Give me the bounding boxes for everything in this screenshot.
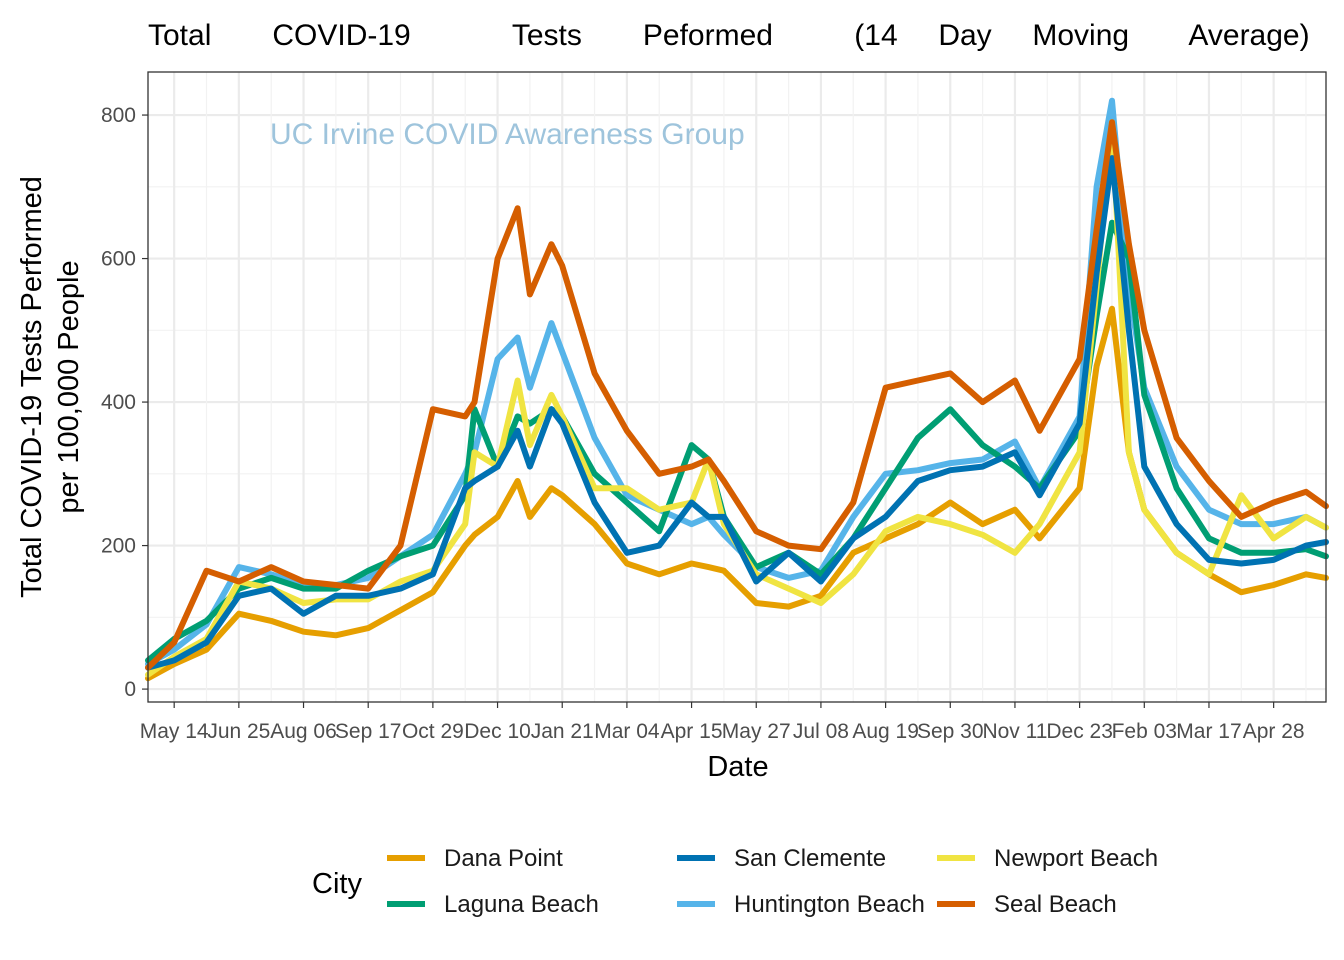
legend-label: Dana Point bbox=[444, 845, 563, 872]
x-tick-label: Jan 21 bbox=[531, 720, 594, 743]
x-tick-label: Nov 11 bbox=[982, 720, 1047, 743]
x-tick-label: Apr 28 bbox=[1243, 720, 1305, 743]
y-axis: 0 200 400 600 800 bbox=[101, 104, 148, 701]
watermark: UC Irvine COVID Awareness Group bbox=[270, 118, 745, 151]
y-tick-label: 600 bbox=[101, 248, 136, 271]
legend-item: Seal Beach bbox=[937, 891, 1117, 918]
y-axis-title-line2: per 100,000 People bbox=[53, 260, 85, 513]
x-tick-label: Sep 17 bbox=[335, 720, 402, 743]
x-tick-label: Jul 08 bbox=[793, 720, 849, 743]
gridlines bbox=[148, 72, 1326, 702]
chart-title: Total COVID-19 Tests Peformed (14 Day Mo… bbox=[148, 19, 1310, 52]
y-tick-label: 0 bbox=[124, 678, 136, 701]
legend-title: City bbox=[312, 868, 362, 900]
x-axis-title: Date bbox=[707, 751, 768, 783]
legend-label: Newport Beach bbox=[994, 845, 1158, 872]
x-tick-label: Oct 29 bbox=[402, 720, 464, 743]
series-lines bbox=[145, 97, 1329, 682]
legend-item: San Clemente bbox=[677, 845, 886, 872]
series-line-san-clemente bbox=[145, 155, 1329, 671]
x-tick-label: Apr 15 bbox=[661, 720, 723, 743]
panel-border bbox=[147, 71, 1327, 703]
x-tick-label: Dec 23 bbox=[1046, 720, 1113, 743]
x-tick-label: Aug 06 bbox=[270, 720, 337, 743]
series-line-seal-beach bbox=[145, 119, 1329, 671]
y-axis-title-line1: Total COVID-19 Tests Performed bbox=[16, 176, 48, 598]
y-tick-label: 200 bbox=[101, 535, 136, 558]
legend-item: Newport Beach bbox=[937, 845, 1158, 872]
x-tick-label: Jun 25 bbox=[207, 720, 270, 743]
x-tick-label: May 14 bbox=[140, 720, 209, 743]
plot-panel bbox=[148, 72, 1326, 702]
legend-item: Dana Point bbox=[387, 845, 563, 872]
legend: City Dana Point Laguna Beach San Clemente H… bbox=[312, 845, 1158, 918]
x-tick-label: May 27 bbox=[722, 720, 791, 743]
x-tick-label: Feb 03 bbox=[1112, 720, 1177, 743]
x-tick-label: Mar 17 bbox=[1176, 720, 1241, 743]
x-tick-label: Mar 04 bbox=[594, 720, 660, 743]
y-tick-label: 400 bbox=[101, 391, 136, 414]
legend-label: Seal Beach bbox=[994, 891, 1117, 918]
legend-label: San Clemente bbox=[734, 845, 886, 872]
legend-label: Huntington Beach bbox=[734, 891, 925, 918]
x-tick-label: Sep 30 bbox=[917, 720, 984, 743]
y-tick-label: 800 bbox=[101, 104, 136, 127]
legend-item: Laguna Beach bbox=[387, 891, 599, 918]
legend-item: Huntington Beach bbox=[677, 891, 925, 918]
x-tick-label: Dec 10 bbox=[464, 720, 531, 743]
x-tick-label: Aug 19 bbox=[852, 720, 919, 743]
legend-label: Laguna Beach bbox=[444, 891, 599, 918]
